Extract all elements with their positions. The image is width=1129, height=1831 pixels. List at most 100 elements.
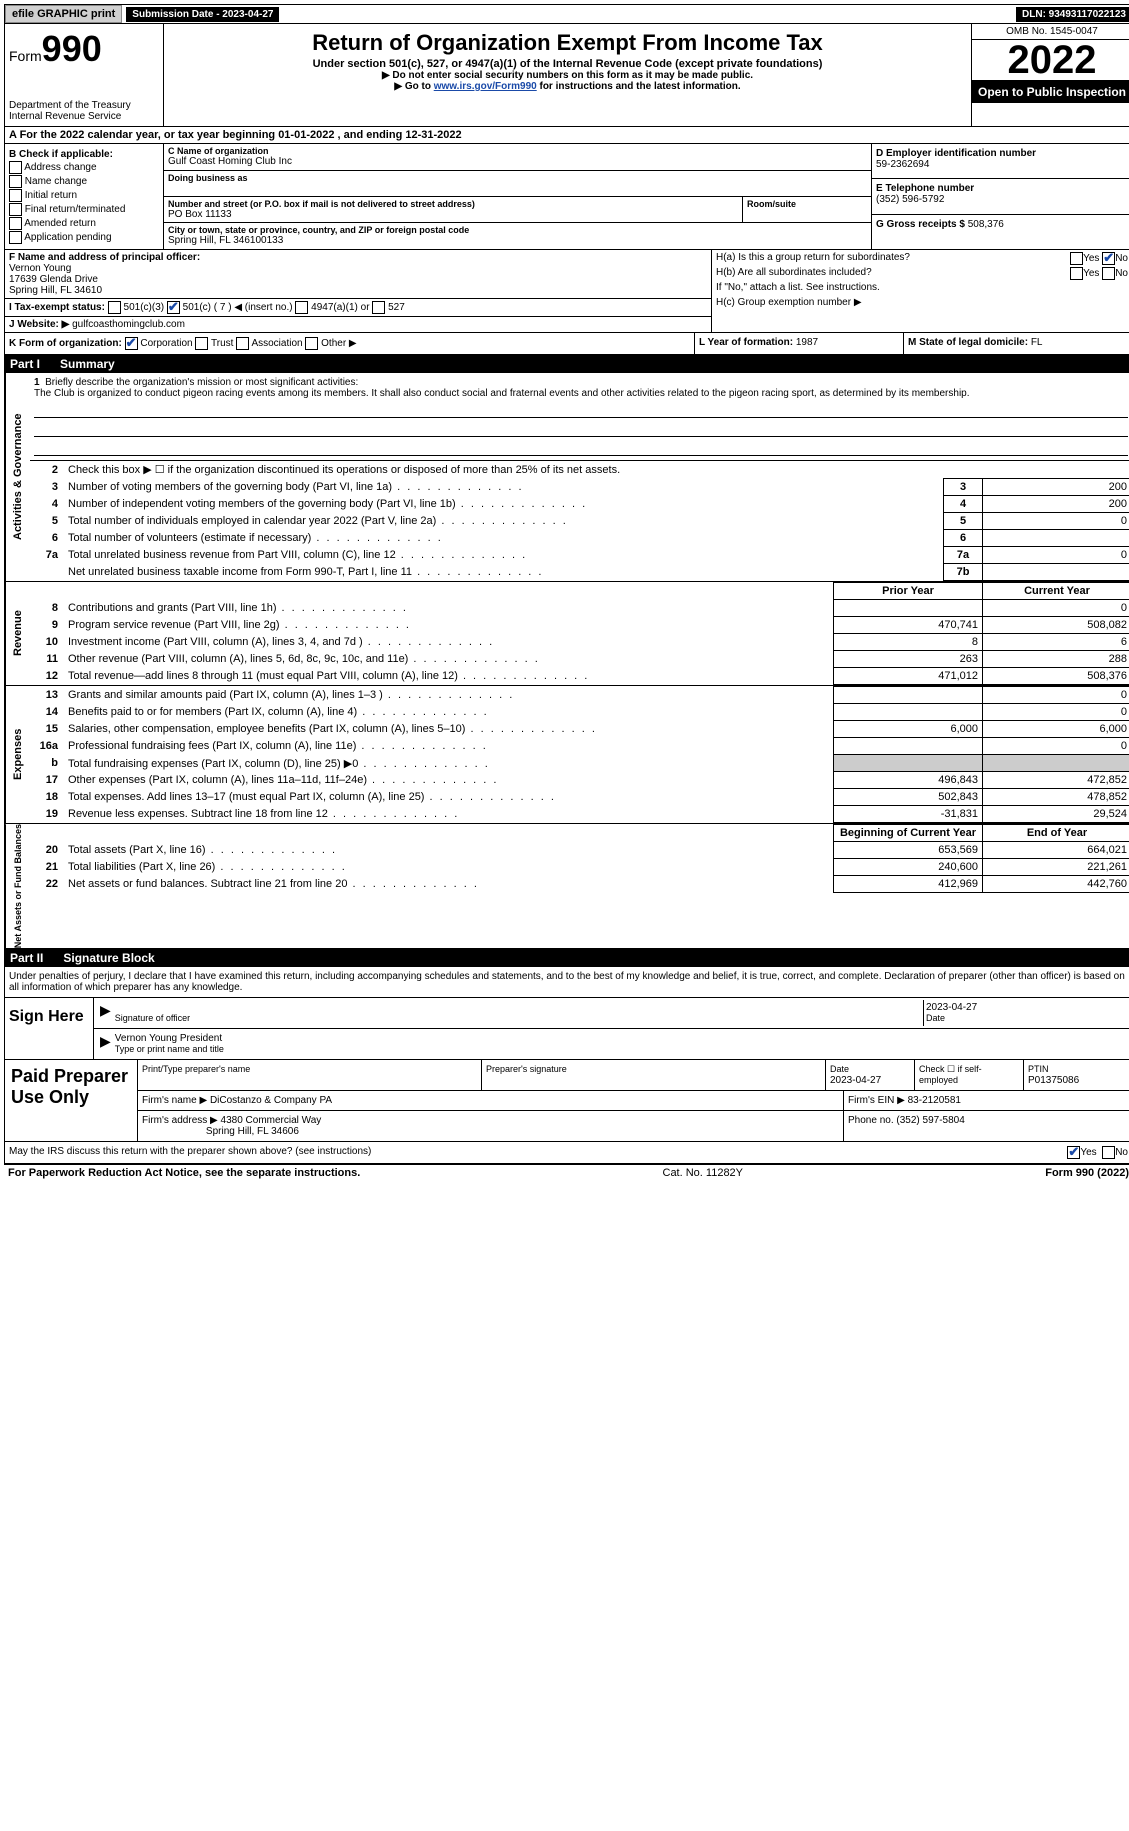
officer-addr2: Spring Hill, FL 34610 [9,285,102,296]
table-row: 5Total number of individuals employed in… [30,513,1129,530]
mission-label: Briefly describe the organization's miss… [45,377,358,388]
sig-declaration: Under penalties of perjury, I declare th… [4,967,1129,998]
form-subtitle: Under section 501(c), 527, or 4947(a)(1)… [168,58,967,70]
cb-hb-no[interactable] [1102,267,1115,280]
note-ssn: ▶ Do not enter social security numbers o… [168,70,967,81]
sign-here-label: Sign Here [5,998,94,1059]
table-row: 22Net assets or fund balances. Subtract … [30,876,1129,893]
officer-name: Vernon Young [9,263,71,274]
cb-ha-yes[interactable] [1070,252,1083,265]
cb-assoc[interactable] [236,337,249,350]
cb-discuss-no[interactable] [1102,1146,1115,1159]
vtab-netassets: Net Assets or Fund Balances [5,824,30,948]
col-d-ein-tel: D Employer identification number 59-2362… [871,144,1129,249]
addr-hdr: Number and street (or P.O. box if mail i… [168,199,738,209]
row-l-label: L Year of formation: [699,337,793,348]
cb-4947[interactable] [295,301,308,314]
vtab-revenue: Revenue [5,582,30,685]
cb-527[interactable] [372,301,385,314]
firm-ein: 83-2120581 [908,1095,961,1106]
row-i-label: I Tax-exempt status: [9,302,105,313]
cb-501c3[interactable] [108,301,121,314]
open-public: Open to Public Inspection [972,81,1129,103]
form-id-box: Form990 Department of the Treasury Inter… [5,24,164,126]
netassets-table: Beginning of Current YearEnd of Year 20T… [30,824,1129,893]
ein-value: 59-2362694 [876,159,1128,170]
cb-discuss-yes[interactable] [1067,1146,1080,1159]
expense-table: 13Grants and similar amounts paid (Part … [30,686,1129,823]
col-c-org-info: C Name of organization Gulf Coast Homing… [164,144,871,249]
line2-text: Check this box ▶ ☐ if the organization d… [64,461,1129,479]
tel-hdr: E Telephone number [876,183,1128,194]
part1-header: Part I Summary [4,355,1129,373]
tax-year: 2022 [972,40,1129,81]
org-name-hdr: C Name of organization [168,146,867,156]
prep-print-hdr: Print/Type preparer's name [142,1064,250,1074]
cb-final-return[interactable] [9,203,22,216]
ptin: P01375086 [1028,1075,1079,1086]
org-name: Gulf Coast Homing Club Inc [168,156,867,167]
prep-date: 2023-04-27 [830,1075,881,1086]
cb-hb-yes[interactable] [1070,267,1083,280]
cb-initial-return[interactable] [9,189,22,202]
top-bar: efile GRAPHIC print Submission Date - 20… [4,4,1129,24]
table-row: bTotal fundraising expenses (Part IX, co… [30,755,1129,772]
cb-name-change[interactable] [9,175,22,188]
row-a-tax-year: A For the 2022 calendar year, or tax yea… [4,127,1129,144]
city-hdr: City or town, state or province, country… [168,225,867,235]
prep-check: Check ☐ if self-employed [915,1060,1024,1090]
cb-501c[interactable] [167,301,180,314]
dba-hdr: Doing business as [168,173,867,183]
website: gulfcoasthomingclub.com [72,319,185,330]
footer: For Paperwork Reduction Act Notice, see … [4,1164,1129,1181]
table-row: 6Total number of volunteers (estimate if… [30,530,1129,547]
discuss-text: May the IRS discuss this return with the… [9,1146,1067,1159]
sig-officer-label: Signature of officer [115,1013,190,1023]
state-domicile: FL [1031,337,1043,348]
arrow-icon: ▶ [98,1000,113,1026]
table-row: 17Other expenses (Part IX, column (A), l… [30,772,1129,789]
efile-button[interactable]: efile GRAPHIC print [5,5,122,23]
part2-header: Part II Signature Block [4,949,1129,967]
table-row: 21Total liabilities (Part X, line 26)240… [30,859,1129,876]
cb-other[interactable] [305,337,318,350]
cb-corp[interactable] [125,337,138,350]
prep-sig-hdr: Preparer's signature [486,1064,567,1074]
col-b-header: B Check if applicable: [9,149,159,160]
officer-addr1: 17639 Glenda Drive [9,274,98,285]
irs-link[interactable]: www.irs.gov/Form990 [434,81,537,92]
year-box: OMB No. 1545-0047 2022 Open to Public In… [971,24,1129,126]
table-row: 15Salaries, other compensation, employee… [30,721,1129,738]
cb-trust[interactable] [195,337,208,350]
arrow-icon: ▶ [98,1031,113,1057]
table-row: 20Total assets (Part X, line 16)653,5696… [30,842,1129,859]
firm-phone: (352) 597-5804 [896,1115,964,1126]
fhij-left: F Name and address of principal officer:… [5,250,712,332]
preparer-label: Paid Preparer Use Only [5,1060,138,1141]
gross-value: 508,376 [968,219,1004,230]
officer-printed-name: Vernon Young President [115,1033,222,1044]
ha-label: H(a) Is this a group return for subordin… [716,252,910,263]
footer-right: Form 990 (2022) [1045,1167,1129,1179]
cb-address-change[interactable] [9,161,22,174]
officer-hdr: F Name and address of principal officer: [9,252,200,263]
table-row: 10Investment income (Part VIII, column (… [30,634,1129,651]
cb-amended[interactable] [9,217,22,230]
title-block: Return of Organization Exempt From Incom… [164,24,971,126]
table-row: 14Benefits paid to or for members (Part … [30,704,1129,721]
row-k-label: K Form of organization: [9,338,122,349]
footer-left: For Paperwork Reduction Act Notice, see … [8,1167,360,1179]
cb-pending[interactable] [9,231,22,244]
hdr-prior: Prior Year [834,583,983,600]
footer-mid: Cat. No. 11282Y [663,1167,744,1179]
cb-ha-no[interactable] [1102,252,1115,265]
firm-name: DiCostanzo & Company PA [210,1095,332,1106]
discuss-row: May the IRS discuss this return with the… [4,1142,1129,1164]
part1-label: Part I [10,357,40,371]
hdr-begin: Beginning of Current Year [834,825,983,842]
hdr-end: End of Year [983,825,1129,842]
firm-addr1: 4380 Commercial Way [221,1115,322,1126]
room-hdr: Room/suite [747,199,867,209]
year-formation: 1987 [796,337,818,348]
ein-hdr: D Employer identification number [876,148,1128,159]
